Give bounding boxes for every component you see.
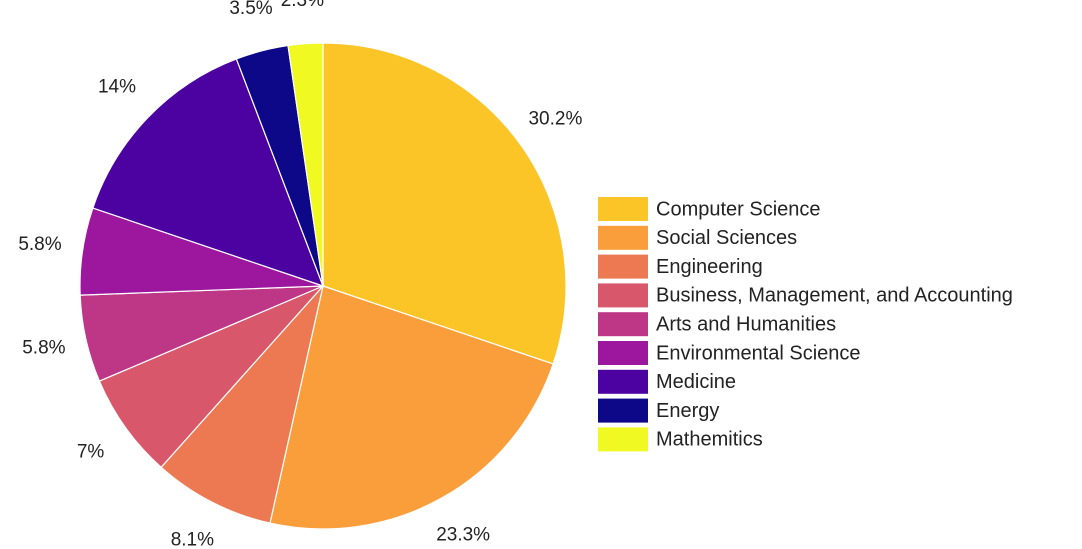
pie-slice-business-management-and-accounting [98,285,324,469]
legend-swatch-mathemitics [598,427,648,452]
legend-swatch-energy [598,398,648,423]
pie-slice-computer-science [322,42,567,365]
pie-slices [79,42,567,530]
legend-label-arts-and-humanities: Arts and Humanities [656,313,836,335]
pct-label-arts-and-humanities: 5.8% [22,337,65,358]
pie-slice-social-sciences [269,285,554,530]
pct-label-social-sciences: 23.3% [436,524,490,545]
legend-label-medicine: Medicine [656,371,736,393]
legend-swatch-computer-science [598,197,648,221]
pct-label-business-management-and-accounting: 7% [77,442,105,463]
legend-swatch-social-sciences [598,225,648,250]
legend-swatch-medicine [598,369,648,394]
legend-swatch-environmental-science [598,341,648,365]
pct-label-mathemitics: 2.3% [281,0,324,11]
pct-label-energy: 3.5% [229,0,272,19]
legend-label-energy: Energy [656,400,719,422]
legend-label-environmental-science: Environmental Science [656,342,861,364]
legend-label-business-management-and-accounting: Business, Management, and Accounting [656,285,1013,307]
legend: Computer Science Social Sciences Engineeri… [598,197,1013,452]
pct-label-computer-science: 30.2% [528,108,582,129]
legend-swatch-business-management-and-accounting [598,283,648,308]
percentage-labels: 30.2% 23.3% 8.1% 7% 5.8% 5.8% 14% 3.5% 2.3% [18,0,582,549]
legend-label-engineering: Engineering [656,256,763,278]
legend-swatch-arts-and-humanities [598,312,648,337]
pie-slice-engineering [160,283,325,524]
legend-label-computer-science: Computer Science [656,198,821,220]
pct-label-environmental-science: 5.8% [18,234,61,255]
pct-label-medicine: 14% [98,77,136,98]
pct-label-engineering: 8.1% [171,529,214,549]
pie-slice-mathemitics [287,42,324,287]
legend-label-mathemitics: Mathemitics [656,429,763,451]
pie-slice-medicine [92,58,325,287]
legend-swatch-engineering [598,254,648,279]
legend-label-social-sciences: Social Sciences [656,227,797,249]
